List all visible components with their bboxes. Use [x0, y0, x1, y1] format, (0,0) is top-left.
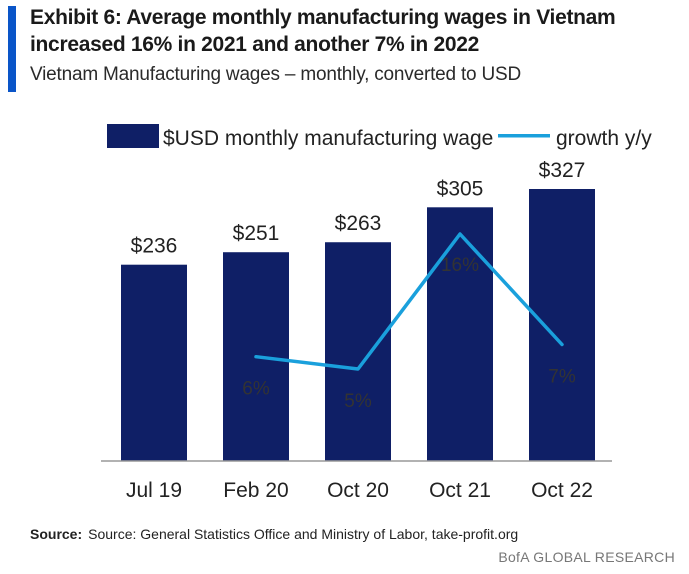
- bar-value-label: $305: [437, 177, 484, 200]
- bar-oct-21: [427, 207, 493, 461]
- source-label: Source:: [30, 526, 83, 542]
- legend-label-bar: $USD monthly manufacturing wage: [163, 127, 493, 150]
- bar-oct-22: [529, 189, 595, 461]
- accent-bar: [8, 6, 16, 92]
- bar-oct-20: [325, 242, 391, 461]
- bars: [121, 189, 595, 461]
- source-text: Source: General Statistics Office and Mi…: [88, 526, 519, 542]
- x-tick-label: Oct 21: [429, 479, 491, 502]
- x-tick-label: Oct 20: [327, 479, 389, 502]
- bar-jul-19: [121, 264, 187, 461]
- growth-line: [254, 232, 564, 371]
- source-note: Source: Source: General Statistics Office…: [30, 526, 518, 542]
- brand-footer: BofA GLOBAL RESEARCH: [498, 549, 675, 565]
- bar-value-label: $251: [233, 222, 280, 245]
- x-tick-label: Jul 19: [126, 479, 182, 502]
- labels: $236 Jul 19 $251 Feb 20 6% $263 Oct 20 5% $305 Oc…: [126, 159, 593, 502]
- chart-title: Exhibit 6: Average monthly manufacturing…: [30, 6, 616, 56]
- bar-value-label: $327: [539, 159, 586, 182]
- growth-value-label: 6%: [242, 379, 270, 400]
- growth-value-label: 16%: [441, 255, 479, 276]
- x-tick-label: Feb 20: [223, 479, 288, 502]
- legend-swatch-line: [498, 134, 550, 138]
- x-tick-label: Oct 22: [531, 479, 593, 502]
- legend-label-line: growth y/y: [556, 127, 652, 150]
- growth-value-label: 5%: [344, 391, 372, 412]
- bar-value-label: $236: [131, 235, 178, 258]
- growth-value-label: 7%: [548, 366, 576, 387]
- bar-value-label: $263: [335, 212, 382, 235]
- legend-swatch-bar: [107, 124, 159, 148]
- chart-subtitle: Vietnam Manufacturing wages – monthly, c…: [30, 64, 521, 85]
- legend: $USD monthly manufacturing wage growth y…: [107, 124, 652, 150]
